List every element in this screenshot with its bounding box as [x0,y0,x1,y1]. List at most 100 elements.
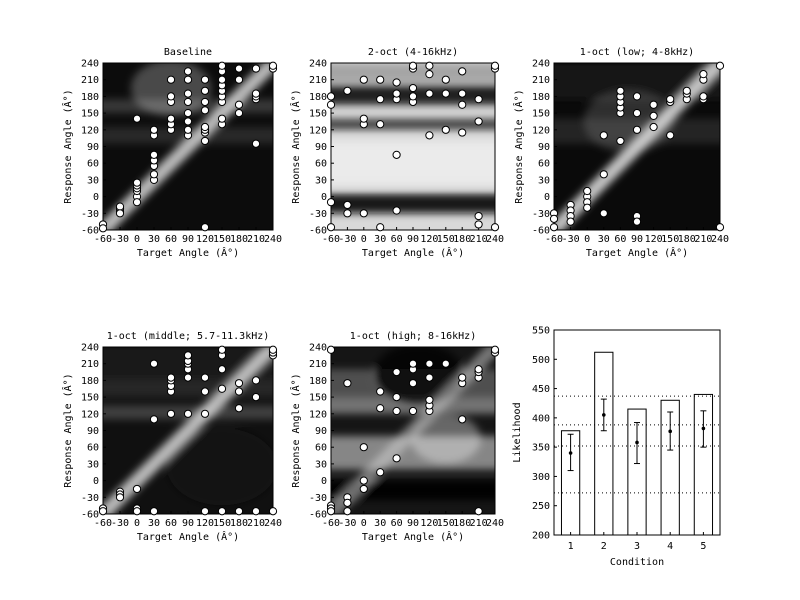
response-point [458,415,467,424]
x-tick-label: 210 [247,518,265,529]
x-tick-label: 60 [165,518,177,529]
x-axis-label: Target Angle (Â°) [362,530,464,543]
response-point [268,345,278,354]
x-axis-label: Target Angle (Â°) [137,530,239,543]
x-tick-label: 120 [420,234,438,245]
y-axis-label: Response Angle (Â°) [289,373,302,487]
response-point [166,114,176,123]
response-point [343,498,352,507]
response-point [251,393,261,402]
y-tick-label: 30 [538,175,550,186]
response-point [441,359,450,368]
y-tick-label: 90 [315,426,327,437]
response-point [217,61,227,70]
heatmap-band-2 [331,118,495,130]
response-point [326,507,336,516]
response-point [326,92,336,101]
heatmap-blob-1 [131,63,211,117]
x-tick-label: 150 [437,234,455,245]
response-point [268,507,278,516]
response-point [217,75,227,84]
response-point [549,214,559,223]
response-point [599,209,608,218]
y-tick-label: 550 [532,326,550,337]
response-point [132,484,142,494]
x-tick-label: 90 [407,234,419,245]
response-point [474,117,483,126]
response-point [425,359,434,368]
response-point [343,379,352,388]
y-tick-label: 150 [81,393,99,404]
response-point [326,223,336,232]
heatmap-texture [331,63,495,214]
response-point [98,224,108,233]
response-point [200,136,210,146]
response-point [200,223,210,232]
response-points [98,61,278,233]
response-point [343,200,352,210]
response-point [217,345,227,354]
y-tick-label: 350 [532,443,550,454]
response-point [632,217,642,226]
y-tick-label: 210 [81,359,99,370]
heatmap-panel-2: -60-30 0 30 60 90 120150180210240-60-30030609… [289,47,504,259]
response-point [441,89,450,98]
x-tick-label: 150 [437,518,455,529]
response-point [458,89,467,98]
heatmap-blob-1 [167,428,273,506]
response-point [343,86,352,95]
x-tick-label: 180 [678,234,696,245]
response-point [666,95,675,104]
response-point [392,89,401,98]
response-point [217,114,227,123]
response-point [376,120,385,129]
heatmap-band-1 [331,480,495,501]
x-tick-label: 210 [470,518,488,529]
response-point [441,125,450,134]
heatmap-image [331,63,495,230]
x-tick-label: 210 [694,234,712,245]
y-tick-label: 450 [532,384,550,395]
x-tick-label: -60 [94,234,112,245]
x-tick-label: 180 [453,518,471,529]
response-point [392,78,401,87]
heatmap-band-5 [331,140,495,186]
response-point [408,83,418,93]
x-tick-label: 180 [230,518,248,529]
y-tick-label: 0 [93,192,99,203]
response-point [234,387,244,396]
x-tick-label: -30 [338,234,356,245]
y-tick-labels: 200 250 300 350 400 450 500 550 [532,326,550,542]
y-tick-label: 200 [532,531,550,542]
response-point [666,131,675,140]
response-point [343,209,352,218]
response-point [425,373,434,382]
x-axis-label: Condition [610,557,664,568]
response-point [217,384,227,393]
response-point [441,75,450,84]
y-tick-label: 0 [321,192,327,203]
y-tick-label: 500 [532,355,550,366]
response-point [251,64,261,73]
response-point [149,507,159,516]
response-point [425,395,434,404]
response-point [632,125,642,134]
response-point [359,443,368,452]
x-tick-label: 240 [264,234,282,245]
response-point [183,67,193,76]
y-tick-label: 180 [309,92,327,103]
y-axis-label: Response Angle (Â°) [289,89,302,203]
response-point [490,223,500,232]
x-tick-label: 240 [264,518,282,529]
response-point [616,136,625,146]
response-point [408,359,418,368]
x-tick-label: 210 [247,234,265,245]
y-tick-label: -60 [309,226,327,237]
y-tick-label: 120 [81,409,99,420]
x-tick-label: -30 [111,518,129,529]
response-point [183,125,193,134]
response-point [474,507,483,516]
y-tick-label: 150 [81,109,99,120]
y-tick-label: 250 [532,501,550,512]
